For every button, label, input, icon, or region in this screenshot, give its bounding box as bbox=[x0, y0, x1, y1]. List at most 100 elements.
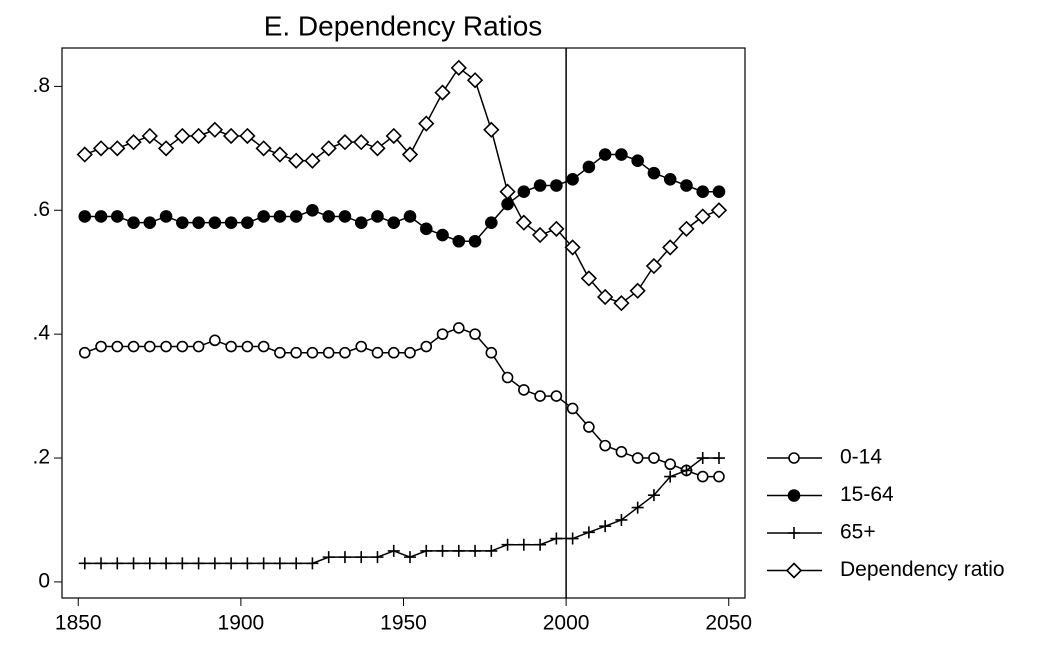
y-tick-label: .4 bbox=[32, 322, 50, 345]
data-point bbox=[354, 216, 368, 229]
data-point bbox=[94, 210, 108, 223]
legend-marker bbox=[788, 527, 800, 539]
y-tick-label: .8 bbox=[32, 74, 50, 97]
data-point bbox=[518, 384, 530, 396]
data-point bbox=[257, 557, 270, 570]
data-point bbox=[712, 185, 726, 198]
data-point bbox=[290, 557, 303, 570]
data-point bbox=[224, 216, 238, 229]
data-point bbox=[157, 140, 175, 157]
data-point bbox=[206, 121, 223, 138]
data-point bbox=[534, 390, 546, 402]
data-point bbox=[631, 501, 644, 514]
data-point bbox=[566, 173, 579, 186]
data-point bbox=[485, 544, 498, 557]
data-point bbox=[127, 216, 140, 229]
data-point bbox=[550, 532, 563, 545]
y-tick-label: .6 bbox=[32, 198, 50, 221]
data-point bbox=[320, 140, 337, 157]
data-point bbox=[531, 226, 549, 244]
data-point bbox=[566, 402, 579, 415]
data-point bbox=[647, 166, 661, 180]
data-point bbox=[696, 452, 709, 465]
data-point bbox=[631, 154, 644, 168]
data-point bbox=[273, 210, 287, 223]
data-point bbox=[662, 239, 679, 256]
data-point bbox=[420, 544, 433, 557]
data-point bbox=[78, 557, 91, 570]
data-point bbox=[534, 538, 547, 551]
data-point bbox=[338, 210, 352, 223]
data-point bbox=[694, 208, 711, 225]
data-point bbox=[582, 526, 595, 539]
data-point bbox=[583, 421, 595, 433]
plot-frame bbox=[61, 47, 746, 599]
data-point bbox=[160, 340, 172, 353]
data-point bbox=[322, 210, 335, 223]
series-line bbox=[84, 327, 719, 478]
x-tick-label: 1900 bbox=[218, 612, 265, 635]
data-point bbox=[599, 520, 612, 533]
data-point bbox=[434, 84, 451, 101]
data-point bbox=[125, 134, 142, 151]
data-point bbox=[517, 185, 531, 198]
data-point bbox=[143, 216, 157, 229]
data-point bbox=[127, 340, 140, 353]
data-point bbox=[501, 538, 514, 551]
data-point bbox=[241, 340, 254, 353]
data-point bbox=[141, 127, 158, 145]
data-point bbox=[190, 127, 207, 145]
data-point bbox=[95, 340, 107, 353]
legend-label: 15-64 bbox=[840, 483, 894, 506]
y-tick-label: .2 bbox=[32, 446, 50, 469]
data-point bbox=[241, 216, 254, 229]
data-point bbox=[580, 270, 598, 287]
data-point bbox=[469, 544, 482, 557]
data-point bbox=[369, 140, 386, 157]
data-point bbox=[144, 340, 156, 353]
data-point bbox=[418, 115, 435, 132]
data-point bbox=[290, 346, 302, 359]
data-point bbox=[176, 557, 189, 570]
series-line bbox=[84, 457, 719, 565]
data-point bbox=[664, 470, 677, 483]
data-point bbox=[648, 452, 660, 464]
data-point bbox=[566, 532, 579, 545]
data-point bbox=[111, 340, 124, 353]
data-point bbox=[336, 134, 354, 151]
legend-marker bbox=[785, 562, 803, 579]
data-point bbox=[95, 557, 108, 570]
data-point bbox=[143, 557, 156, 570]
data-point bbox=[192, 216, 205, 229]
data-point bbox=[664, 458, 676, 471]
data-point bbox=[550, 179, 563, 192]
data-point bbox=[371, 210, 384, 223]
data-point bbox=[322, 551, 335, 564]
data-point bbox=[713, 470, 725, 483]
data-point bbox=[257, 340, 270, 353]
data-point bbox=[631, 452, 644, 464]
data-point bbox=[241, 557, 254, 570]
data-point bbox=[582, 160, 596, 174]
data-point bbox=[613, 295, 630, 312]
data-point bbox=[306, 346, 319, 359]
data-point bbox=[696, 185, 710, 198]
data-point bbox=[355, 551, 368, 564]
data-point bbox=[239, 127, 256, 145]
data-point bbox=[78, 346, 91, 359]
data-point bbox=[159, 210, 173, 223]
data-point bbox=[485, 346, 498, 359]
data-point bbox=[466, 72, 484, 89]
data-point bbox=[322, 346, 335, 359]
data-point bbox=[208, 557, 221, 570]
data-point bbox=[420, 340, 433, 353]
series-line bbox=[84, 153, 719, 242]
data-point bbox=[450, 59, 467, 76]
data-point bbox=[501, 371, 514, 384]
data-point bbox=[127, 557, 140, 570]
data-point bbox=[645, 257, 663, 275]
data-point bbox=[385, 127, 402, 145]
data-point bbox=[208, 216, 222, 229]
series-line bbox=[84, 66, 720, 305]
